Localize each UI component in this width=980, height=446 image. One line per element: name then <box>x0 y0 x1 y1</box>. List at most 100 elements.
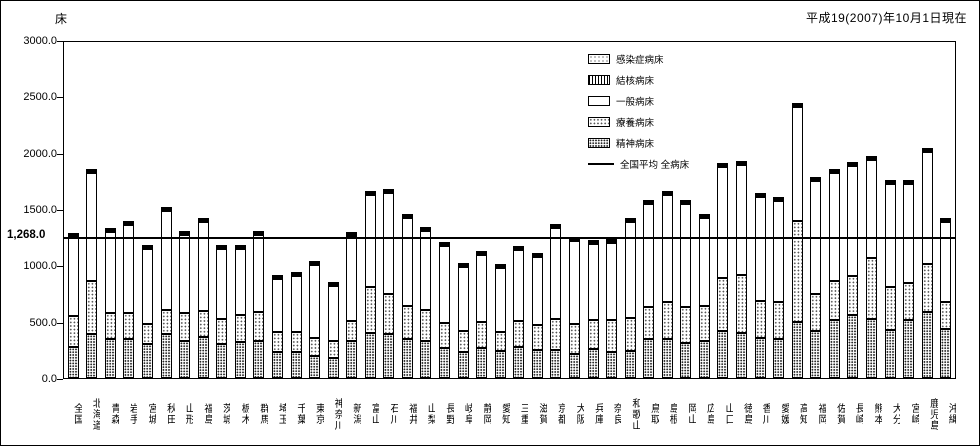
bar-segment-general <box>327 286 339 342</box>
bar-segment-general <box>606 242 618 320</box>
stacked-bar <box>439 42 451 378</box>
x-axis-label: 宮崎 <box>909 403 920 425</box>
stacked-bar <box>383 42 395 378</box>
bar-segment-care <box>791 221 803 322</box>
stacked-bar <box>828 42 840 378</box>
x-axis-label: 岩手 <box>127 403 138 425</box>
bar-segment-general <box>271 279 283 333</box>
bar-column <box>417 42 436 378</box>
legend-swatch <box>588 54 610 64</box>
legend-label: 一般病床 <box>616 97 655 108</box>
stacked-bar <box>680 42 692 378</box>
x-axis-label: 広島 <box>704 403 715 425</box>
bar-segment-general <box>513 250 525 321</box>
bar-segment-general <box>346 235 358 321</box>
bar-column <box>769 42 788 378</box>
bar-column <box>621 42 640 378</box>
bar-segment-psychiatric <box>383 334 395 378</box>
x-axis-label: 東京 <box>313 403 324 425</box>
bar-column <box>64 42 83 378</box>
x-axis-label: 青森 <box>108 403 119 425</box>
stacked-bar <box>290 42 302 378</box>
stacked-bar <box>179 42 191 378</box>
bar-column <box>250 42 269 378</box>
bar-segment-general <box>587 243 599 320</box>
bar-segment-psychiatric <box>791 322 803 378</box>
bar-column <box>677 42 696 378</box>
bar-segment-psychiatric <box>531 350 543 378</box>
stacked-bar <box>921 42 933 378</box>
bar-segment-tuberculosis <box>160 209 172 212</box>
legend-line-swatch <box>588 163 614 165</box>
bar-segment-general <box>828 173 840 281</box>
x-axis-label: 岡山 <box>685 403 696 425</box>
bar-segment-general <box>420 231 432 310</box>
bar-segment-care <box>494 332 506 352</box>
bar-column <box>807 42 826 378</box>
stacked-bar <box>624 42 636 378</box>
bar-column <box>175 42 194 378</box>
bar-segment-care <box>476 322 488 348</box>
bar-segment-tuberculosis <box>309 262 321 265</box>
bar-segment-tuberculosis <box>346 233 358 236</box>
bar-column <box>788 42 807 378</box>
legend-swatch <box>588 75 610 85</box>
bar-segment-care <box>736 274 748 334</box>
stacked-bar <box>587 42 599 378</box>
bar-segment-care <box>828 280 840 320</box>
bar-segment-tuberculosis <box>587 241 599 244</box>
bar-segment-care <box>179 313 191 342</box>
bar-column <box>454 42 473 378</box>
bar-segment-general <box>216 249 228 319</box>
y-tick-label: 2000.0 <box>23 147 57 160</box>
bar-segment-care <box>810 294 822 331</box>
bar-segment-tuberculosis <box>921 149 933 152</box>
stacked-bar <box>865 42 877 378</box>
bar-segment-care <box>643 307 655 339</box>
bar-segment-psychiatric <box>810 330 822 378</box>
y-tick-label: 1000.0 <box>23 260 57 273</box>
bar-segment-tuberculosis <box>903 182 915 185</box>
x-axis-label: 兵庫 <box>592 403 603 425</box>
national-average-value-label: 1,268.0 <box>7 229 46 242</box>
x-axis-label: 山口 <box>722 403 733 425</box>
bar-segment-infectious <box>86 169 98 172</box>
bar-segment-tuberculosis <box>457 265 469 268</box>
stacked-bar <box>216 42 228 378</box>
bar-segment-infectious <box>550 223 562 226</box>
legend-swatch <box>588 117 610 127</box>
bar-segment-infectious <box>67 233 79 236</box>
bar-column <box>528 42 547 378</box>
legend-item: 療養病床 <box>588 115 689 129</box>
stacked-bar <box>234 42 246 378</box>
bar-segment-tuberculosis <box>420 229 432 232</box>
bar-segment-care <box>903 282 915 320</box>
stacked-bar <box>643 42 655 378</box>
bar-segment-tuberculosis <box>364 193 376 196</box>
bar-segment-infectious <box>364 191 376 194</box>
bar-segment-care <box>940 301 952 329</box>
x-axis-label: 静岡 <box>481 403 492 425</box>
bar-segment-psychiatric <box>698 341 710 378</box>
bar-segment-infectious <box>865 155 877 158</box>
bar-segment-tuberculosis <box>513 248 525 251</box>
bar-segment-general <box>698 217 710 307</box>
bar-segment-tuberculosis <box>216 247 228 250</box>
bar-segment-infectious <box>903 180 915 183</box>
bar-column <box>120 42 139 378</box>
bar-column <box>584 42 603 378</box>
bar-column <box>639 42 658 378</box>
bar-column <box>825 42 844 378</box>
legend-item: 全国平均 全病床 <box>588 157 689 171</box>
x-axis-label: 神奈川 <box>332 397 343 431</box>
x-axis-label: 高知 <box>797 403 808 425</box>
y-tick-label: 500.0 <box>29 316 57 329</box>
bar-segment-psychiatric <box>903 319 915 378</box>
bar-segment-care <box>271 332 283 353</box>
bar-segment-infectious <box>439 241 451 244</box>
stacked-bar <box>327 42 339 378</box>
stacked-bar <box>401 42 413 378</box>
x-axis-label: 千葉 <box>294 403 305 425</box>
bar-segment-care <box>383 294 395 335</box>
bar-segment-psychiatric <box>197 336 209 378</box>
